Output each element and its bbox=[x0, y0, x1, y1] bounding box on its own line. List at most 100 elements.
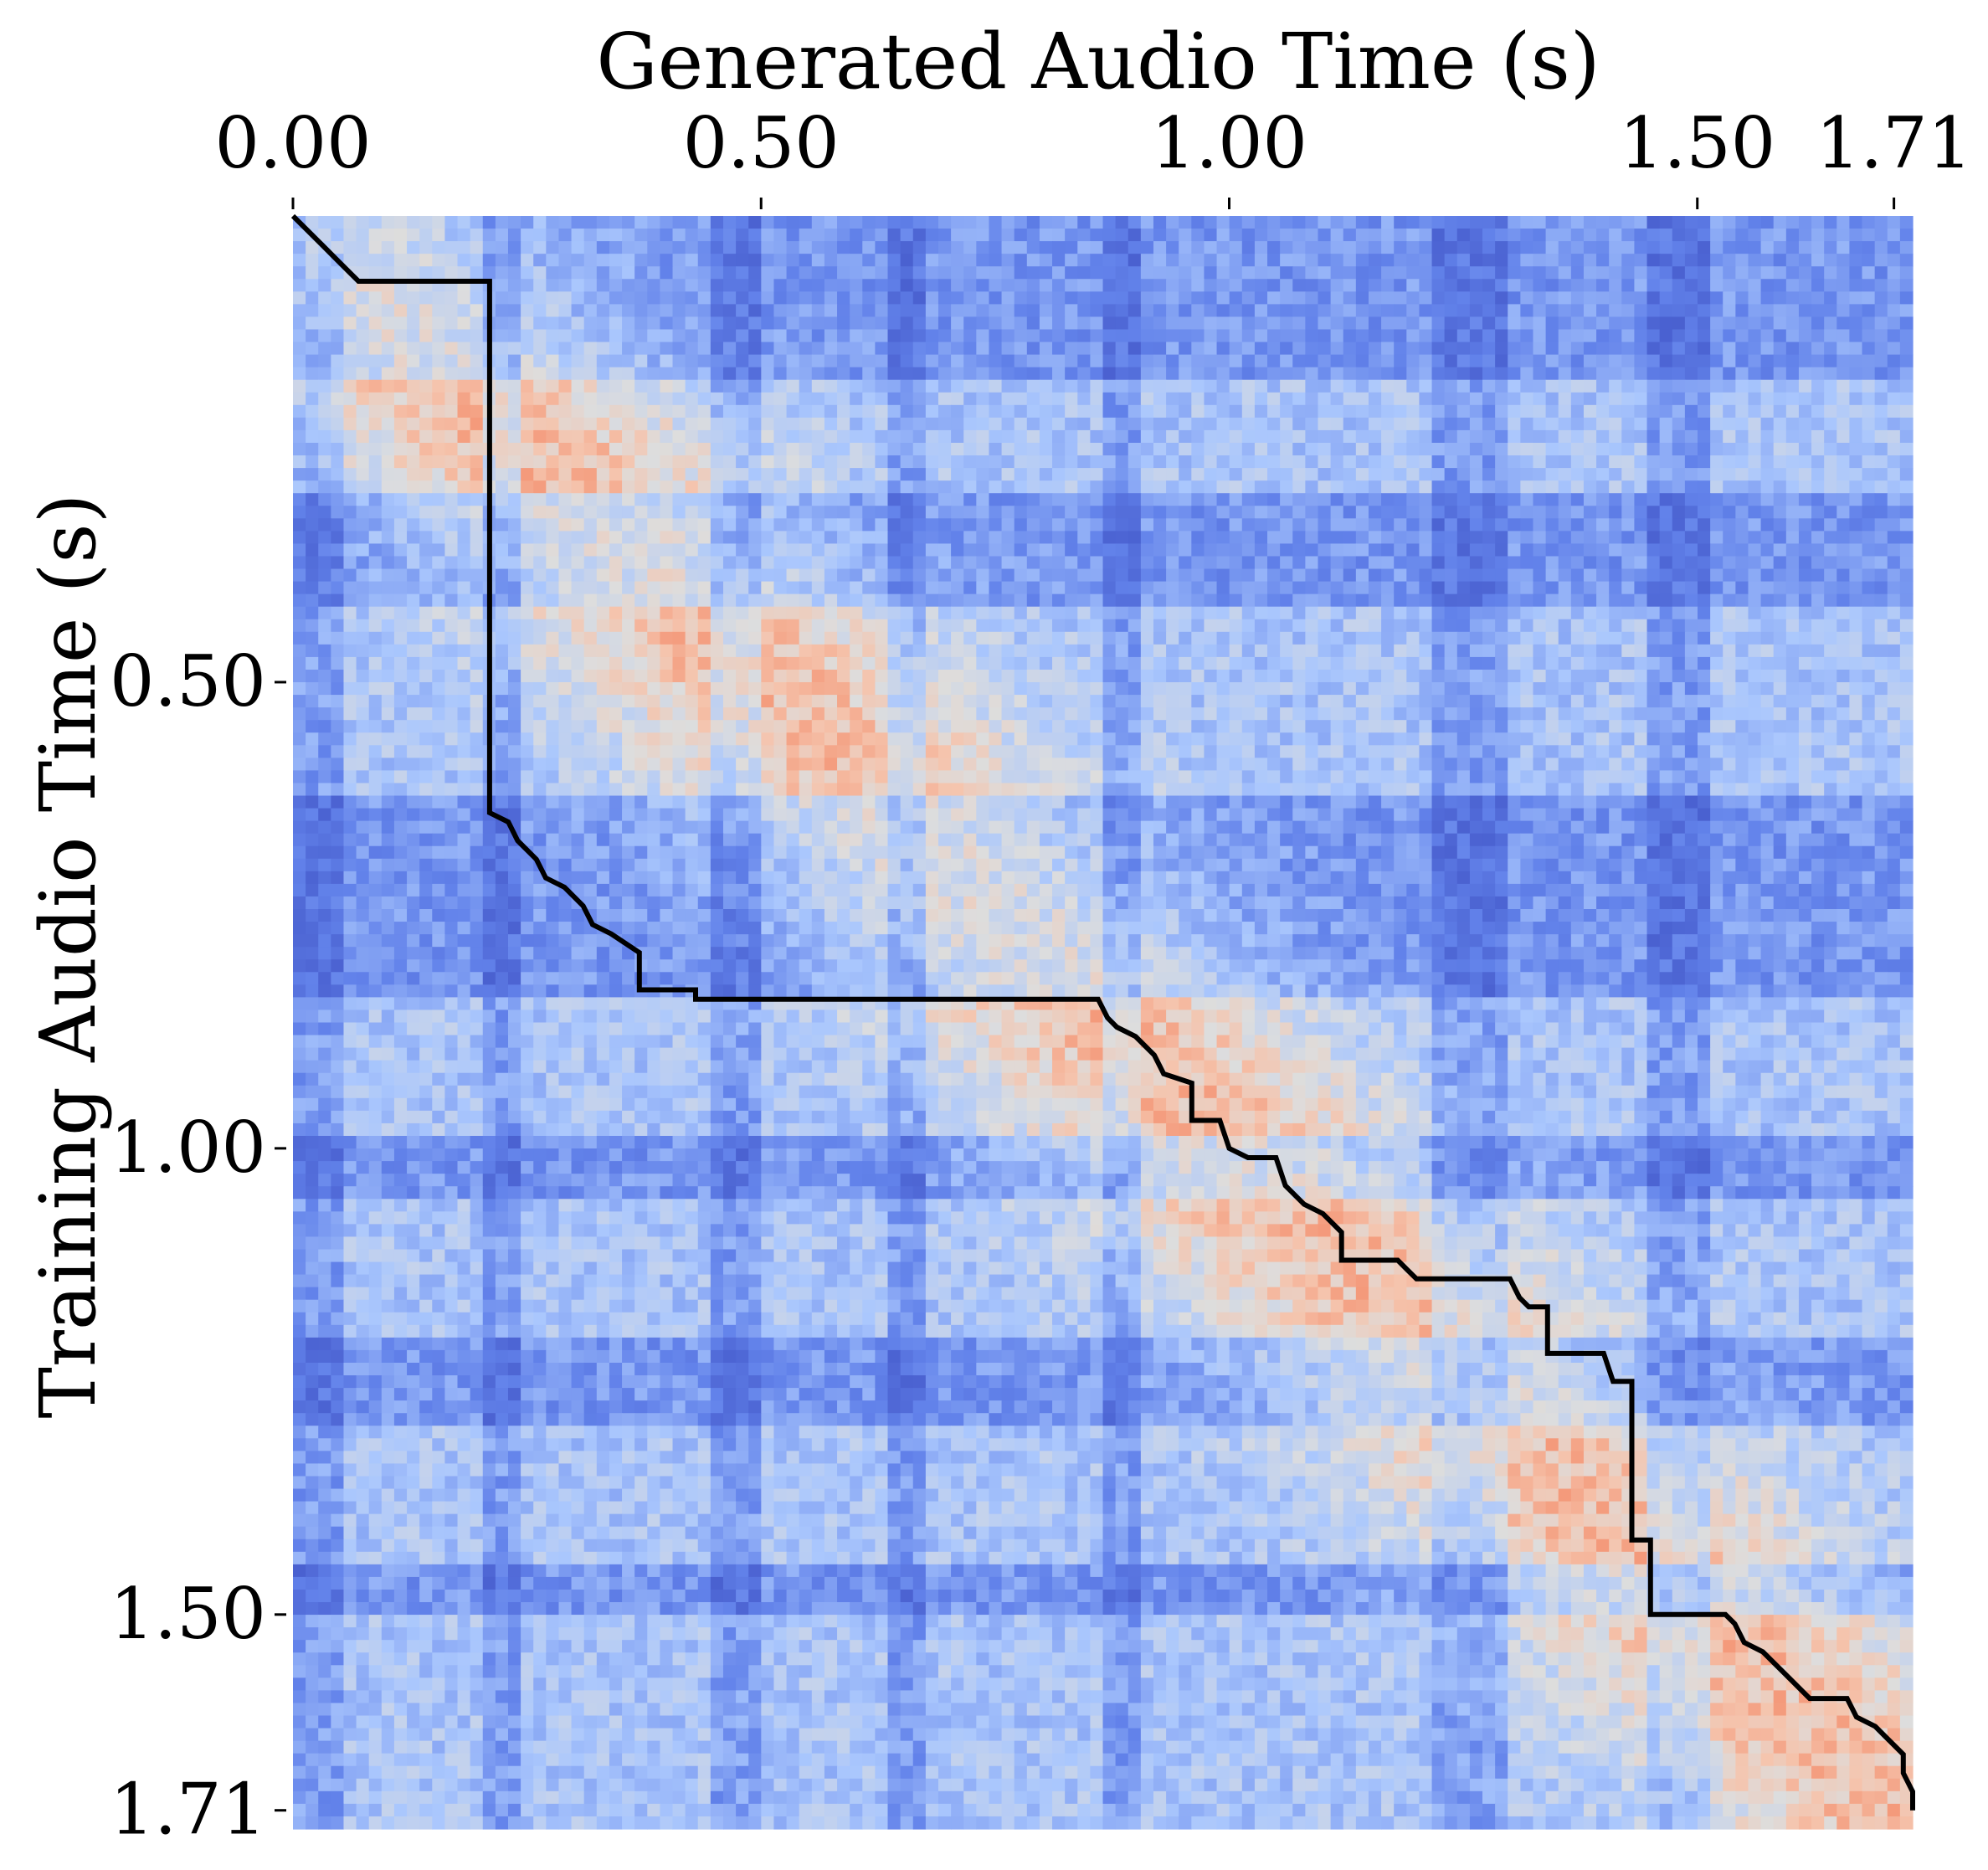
heatmap-cell bbox=[900, 404, 914, 419]
heatmap-cell bbox=[1596, 480, 1610, 494]
heatmap-cell bbox=[1431, 329, 1446, 343]
heatmap-cell bbox=[1710, 682, 1723, 696]
heatmap-cell bbox=[647, 506, 660, 519]
heatmap-cell bbox=[1128, 493, 1142, 506]
heatmap-cell bbox=[634, 229, 648, 242]
heatmap-cell bbox=[1723, 329, 1736, 343]
heatmap-cell bbox=[1039, 556, 1053, 570]
heatmap-cell bbox=[1862, 468, 1876, 481]
heatmap-cell bbox=[1419, 480, 1433, 494]
heatmap-cell bbox=[925, 241, 939, 254]
heatmap-cell bbox=[1229, 656, 1243, 670]
heatmap-cell bbox=[875, 429, 889, 444]
heatmap-cell bbox=[1621, 455, 1636, 469]
heatmap-cell bbox=[1545, 329, 1559, 343]
heatmap-cell bbox=[685, 316, 699, 331]
heatmap-cell bbox=[1394, 354, 1407, 368]
heatmap-cell bbox=[811, 593, 825, 608]
heatmap-cell bbox=[1292, 568, 1306, 583]
heatmap-cell bbox=[1166, 455, 1179, 469]
heatmap-cell bbox=[1026, 229, 1040, 242]
heatmap-cell bbox=[1229, 266, 1243, 280]
heatmap-cell bbox=[546, 518, 560, 532]
heatmap-cell bbox=[722, 543, 737, 557]
heatmap-cell bbox=[811, 493, 825, 506]
heatmap-cell bbox=[1229, 631, 1243, 645]
heatmap-cell bbox=[343, 442, 357, 456]
heatmap-cell bbox=[558, 593, 573, 608]
heatmap-cell bbox=[331, 656, 345, 670]
heatmap-cell bbox=[963, 266, 977, 280]
heatmap-cell bbox=[1267, 291, 1281, 305]
heatmap-cell bbox=[521, 518, 534, 532]
heatmap-cell bbox=[1672, 695, 1686, 708]
heatmap-cell bbox=[912, 531, 927, 545]
heatmap-cell bbox=[900, 241, 914, 254]
heatmap-cell bbox=[1836, 266, 1851, 280]
heatmap-cell bbox=[1305, 506, 1319, 519]
heatmap-cell bbox=[293, 568, 306, 583]
heatmap-cell bbox=[824, 442, 838, 456]
heatmap-cell bbox=[1570, 581, 1585, 595]
heatmap-cell bbox=[1077, 279, 1091, 292]
heatmap-cell bbox=[1849, 279, 1863, 292]
heatmap-cell bbox=[1368, 543, 1382, 557]
heatmap-cell bbox=[368, 593, 383, 608]
heatmap-cell bbox=[368, 455, 383, 469]
heatmap-cell bbox=[558, 304, 573, 318]
heatmap-cell bbox=[736, 568, 749, 583]
heatmap-cell bbox=[521, 304, 534, 318]
heatmap-cell bbox=[875, 291, 889, 305]
heatmap-cell bbox=[1570, 644, 1585, 658]
heatmap-cell bbox=[824, 254, 838, 267]
heatmap-cell bbox=[407, 606, 420, 620]
heatmap-cell bbox=[521, 266, 534, 280]
heatmap-cell bbox=[900, 304, 914, 318]
heatmap-cell bbox=[1482, 656, 1496, 670]
heatmap-cell bbox=[622, 316, 635, 331]
heatmap-cell bbox=[533, 241, 547, 254]
heatmap-cell bbox=[1469, 518, 1483, 532]
heatmap-cell bbox=[393, 254, 408, 267]
heatmap-cell bbox=[609, 644, 623, 658]
heatmap-cell bbox=[622, 417, 635, 431]
heatmap-cell bbox=[495, 417, 509, 431]
heatmap-cell bbox=[495, 669, 509, 683]
heatmap-cell bbox=[1735, 518, 1749, 532]
heatmap-cell bbox=[989, 593, 1003, 608]
heatmap-cell bbox=[1723, 493, 1736, 506]
heatmap-cell bbox=[470, 216, 484, 229]
heatmap-cell bbox=[432, 367, 446, 381]
heatmap-cell bbox=[558, 556, 573, 570]
heatmap-cell bbox=[1128, 593, 1142, 608]
heatmap-cell bbox=[432, 682, 446, 696]
heatmap-cell bbox=[1179, 367, 1192, 381]
heatmap-cell bbox=[710, 316, 724, 331]
heatmap-cell bbox=[495, 606, 509, 620]
heatmap-cell bbox=[1419, 506, 1433, 519]
heatmap-cell bbox=[1520, 266, 1534, 280]
heatmap-cell bbox=[1583, 354, 1597, 368]
heatmap-cell bbox=[1166, 531, 1179, 545]
heatmap-cell bbox=[1254, 695, 1268, 708]
heatmap-cell bbox=[306, 518, 319, 532]
heatmap-cell bbox=[1874, 644, 1888, 658]
heatmap-cell bbox=[609, 695, 623, 708]
heatmap-cell bbox=[1874, 216, 1888, 229]
heatmap-cell bbox=[1216, 291, 1230, 305]
heatmap-cell bbox=[1899, 304, 1914, 318]
heatmap-cell bbox=[1026, 695, 1040, 708]
heatmap-cell bbox=[1482, 455, 1496, 469]
heatmap-cell bbox=[343, 531, 357, 545]
heatmap-cell bbox=[634, 506, 648, 519]
heatmap-cell bbox=[1609, 669, 1622, 683]
heatmap-cell bbox=[331, 291, 345, 305]
heatmap-cell bbox=[457, 404, 471, 419]
heatmap-cell bbox=[1760, 354, 1775, 368]
heatmap-cell bbox=[850, 593, 863, 608]
heatmap-cell bbox=[736, 493, 749, 506]
heatmap-cell bbox=[495, 506, 509, 519]
heatmap-cell bbox=[963, 241, 977, 254]
heatmap-cell bbox=[1381, 417, 1395, 431]
heatmap-cell bbox=[1153, 619, 1167, 633]
